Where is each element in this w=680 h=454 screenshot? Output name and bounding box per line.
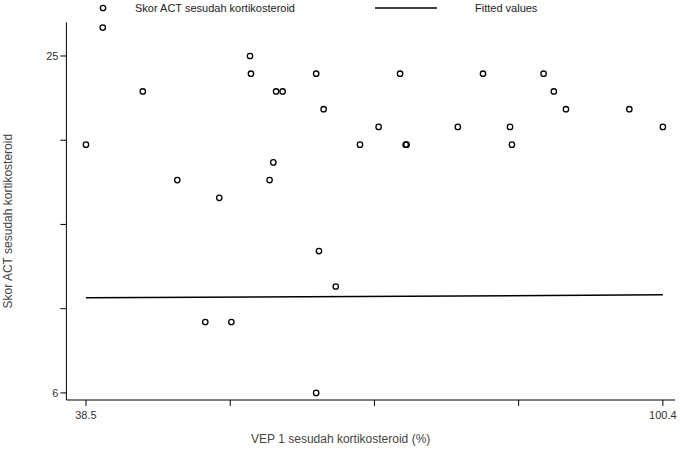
- x-axis-title: VEP 1 sesudah kortikosteroid (%): [251, 432, 430, 446]
- point: [404, 142, 409, 147]
- point: [507, 124, 512, 129]
- point: [627, 106, 632, 111]
- point: [660, 124, 665, 129]
- point: [83, 142, 88, 147]
- point: [229, 319, 234, 324]
- y-tick: [60, 308, 66, 309]
- chart: 38.5 100.4 6 25 VEP 1 sesudah kortikosteroid…: [0, 0, 680, 454]
- point: [403, 142, 408, 147]
- x-tick: [518, 400, 519, 406]
- point: [455, 124, 460, 129]
- y-tick-label: 25: [46, 50, 58, 62]
- point: [313, 71, 318, 76]
- y-tick-label: 6: [52, 387, 58, 399]
- point: [357, 142, 362, 147]
- point: [217, 195, 222, 200]
- point: [480, 71, 485, 76]
- point: [203, 319, 208, 324]
- point: [280, 89, 285, 94]
- point: [313, 390, 318, 395]
- x-tick: [230, 400, 231, 406]
- y-tick: [60, 392, 66, 393]
- x-tick: [85, 400, 86, 406]
- y-tick: [60, 55, 66, 56]
- legend: Skor ACT sesudah kortikosteroid Fitted va…: [100, 2, 538, 14]
- x-axis: [66, 400, 675, 401]
- point: [316, 248, 321, 253]
- legend-label: Fitted values: [475, 2, 538, 14]
- point: [321, 106, 326, 111]
- point: [541, 71, 546, 76]
- point: [509, 142, 514, 147]
- y-axis-title: Skor ACT sesudah kortikosteroid: [1, 134, 15, 309]
- point: [247, 53, 252, 58]
- legend-swatch: [375, 7, 437, 9]
- y-tick: [60, 140, 66, 141]
- point: [563, 106, 568, 111]
- point: [175, 177, 180, 182]
- point: [333, 284, 338, 289]
- x-tick-label: 38.5: [75, 409, 96, 421]
- point: [248, 71, 253, 76]
- point: [267, 177, 272, 182]
- point: [271, 160, 276, 165]
- point: [551, 89, 556, 94]
- x-tick-label: 100.4: [649, 409, 677, 421]
- plot-area: [83, 25, 665, 396]
- point: [376, 124, 381, 129]
- x-tick: [374, 400, 375, 406]
- legend-swatch: [100, 5, 105, 10]
- point: [397, 71, 402, 76]
- y-tick: [60, 224, 66, 225]
- point: [100, 25, 105, 30]
- legend-label: Skor ACT sesudah kortikosteroid: [135, 2, 295, 14]
- point: [273, 89, 278, 94]
- x-tick: [662, 400, 663, 406]
- fitted-line: [86, 295, 663, 298]
- point: [140, 89, 145, 94]
- y-axis: [66, 22, 67, 400]
